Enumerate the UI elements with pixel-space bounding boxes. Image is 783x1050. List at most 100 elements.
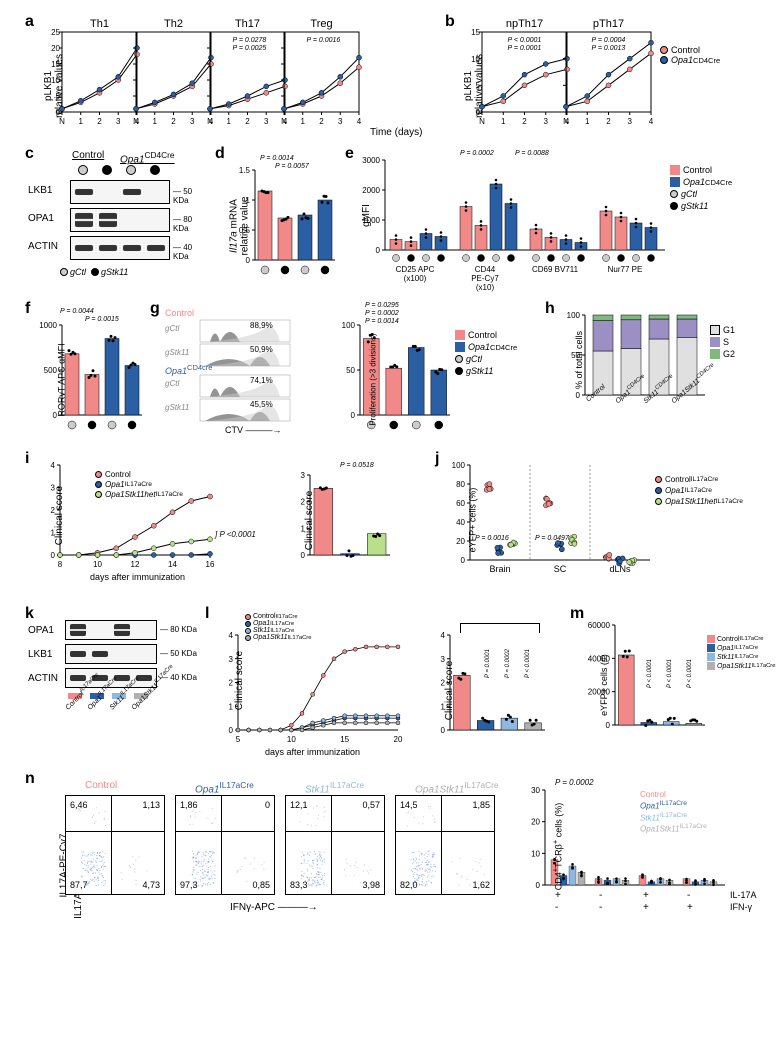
svg-text:0: 0 [51,551,56,560]
panel-a: apLKB1relative values0510152025Th1N1234T… [30,15,430,140]
chart-title: Th17 [210,18,285,30]
svg-text:N: N [207,117,213,126]
svg-text:PE-Cy7: PE-Cy7 [471,274,499,283]
svg-text:20: 20 [531,818,540,827]
svg-text:4: 4 [441,631,446,640]
svg-text:4: 4 [649,117,654,126]
svg-text:30: 30 [531,786,540,795]
svg-text:1: 1 [246,196,251,205]
svg-text:20: 20 [456,537,465,546]
chart-title: Th2 [136,18,211,30]
svg-text:1: 1 [501,117,506,126]
svg-text:1000: 1000 [39,321,57,330]
svg-text:3000: 3000 [362,156,380,165]
svg-text:4: 4 [51,461,56,470]
svg-text:5: 5 [236,735,241,744]
svg-text:0: 0 [53,411,58,420]
svg-text:1: 1 [585,117,590,126]
svg-text:Brain: Brain [489,564,510,574]
svg-text:3: 3 [628,117,633,126]
svg-text:P = 0.0278: P = 0.0278 [233,37,267,44]
svg-text:N: N [563,117,569,126]
svg-text:40000: 40000 [588,654,611,663]
svg-text:45,5%: 45,5% [250,400,273,409]
svg-text:3: 3 [51,484,56,493]
svg-text:2: 2 [97,117,102,126]
panel-f: fRORγT APC gMFI05001000P = 0.0044P = 0.0… [30,300,150,440]
svg-text:(x100): (x100) [404,274,427,283]
panel-l: lClinical score012345101520days after im… [210,605,570,760]
svg-text:1: 1 [79,117,84,126]
svg-text:3: 3 [301,471,306,480]
svg-text:15: 15 [340,735,349,744]
svg-text:2: 2 [606,117,611,126]
panel-i: iClinical score01234810121416days after … [30,450,430,600]
panel-h: h% of total cells050100ControlOpa1CD4Cre… [550,300,770,450]
svg-text:CD44: CD44 [475,265,496,274]
svg-text:10: 10 [93,560,102,569]
panel-b: bpLKB1relative values051015npTh17N1234P … [450,15,770,140]
svg-text:1: 1 [227,117,232,126]
svg-text:12: 12 [131,560,140,569]
svg-text:0.5: 0.5 [239,226,251,235]
svg-text:2: 2 [245,117,250,126]
svg-text:SC: SC [554,564,567,574]
svg-text:0: 0 [441,726,446,735]
svg-text:10: 10 [531,849,540,858]
svg-text:50: 50 [346,366,355,375]
svg-text:P = 0.0001: P = 0.0001 [508,45,542,52]
svg-text:1000: 1000 [362,216,380,225]
svg-text:4: 4 [229,631,234,640]
svg-text:74,1%: 74,1% [250,376,273,385]
svg-text:10: 10 [287,735,296,744]
svg-text:3: 3 [264,117,269,126]
svg-text:40: 40 [456,518,465,527]
panel-k: kOPA1— 80 KDaLKB1— 50 KDaACTIN— 40 KDaCo… [30,605,200,755]
chart-title: pTh17 [566,18,651,30]
svg-text:1: 1 [153,117,158,126]
panel-e: egMFI0100020003000CD25 APC(x100)CD44PE-C… [350,145,770,295]
panel-c: cControlOpa1CD4CreLKB1— 50 KDaOPA1— 80 K… [30,145,205,285]
svg-text:3: 3 [544,117,549,126]
svg-text:2000: 2000 [362,186,380,195]
svg-text:14: 14 [168,560,177,569]
svg-text:2: 2 [522,117,527,126]
svg-text:3: 3 [116,117,121,126]
svg-text:CD69 BV711: CD69 BV711 [532,265,579,274]
svg-text:16: 16 [206,560,215,569]
svg-text:1.5: 1.5 [239,166,251,175]
svg-text:P = 0.0004: P = 0.0004 [592,37,626,44]
svg-text:80: 80 [456,480,465,489]
svg-text:60000: 60000 [588,621,611,630]
svg-text:dLNs: dLNs [609,564,631,574]
svg-text:3: 3 [338,117,343,126]
svg-text:100: 100 [567,311,581,320]
panel-label: a [25,13,34,31]
svg-text:P = 0.0013: P = 0.0013 [592,45,626,52]
svg-text:0: 0 [246,256,251,265]
svg-text:500: 500 [44,366,58,375]
svg-text:0: 0 [576,391,581,400]
svg-text:2: 2 [319,117,324,126]
svg-text:1: 1 [229,702,234,711]
svg-text:1: 1 [301,117,306,126]
chart-title: Th1 [62,18,137,30]
svg-text:100: 100 [342,321,356,330]
svg-text:0: 0 [536,881,541,890]
svg-text:3: 3 [229,655,234,664]
svg-text:50: 50 [571,351,580,360]
svg-text:50,9%: 50,9% [250,345,273,354]
panel-d: dIl17a mRNArelative value00.511.5P = 0.0… [220,145,340,285]
panel-m: meYFP+ cells (#)0200004000060000P < 0.00… [575,605,775,760]
svg-text:0: 0 [606,721,611,730]
svg-text:N: N [133,117,139,126]
svg-text:88,9%: 88,9% [250,321,273,330]
svg-text:0: 0 [229,726,234,735]
svg-text:1: 1 [51,529,56,538]
svg-text:N: N [281,117,287,126]
svg-text:P < 0.0001: P < 0.0001 [508,37,542,44]
svg-text:100: 100 [452,461,466,470]
svg-text:0: 0 [301,551,306,560]
panel-j: jeYFP+ cells (%)020406080100BrainSCdLNsP… [440,450,770,600]
svg-text:2: 2 [229,679,234,688]
